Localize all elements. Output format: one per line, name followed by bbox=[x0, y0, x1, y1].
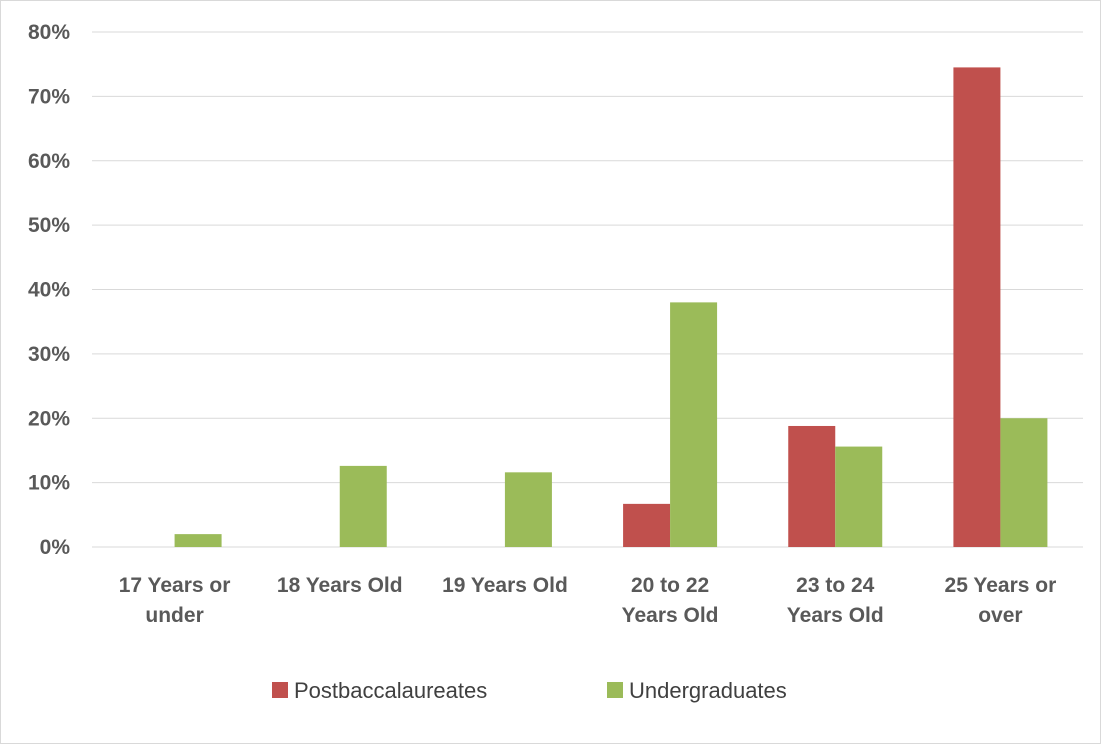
gridlines bbox=[92, 31, 1083, 548]
x-tick-label: 19 Years Old bbox=[442, 574, 568, 597]
y-tick-label: 50% bbox=[28, 214, 70, 237]
bar bbox=[1000, 418, 1048, 547]
x-tick-label: 17 Years or under bbox=[119, 574, 231, 627]
y-tick-label: 0% bbox=[40, 536, 71, 559]
x-tick-label: 23 to 24 Years Old bbox=[787, 574, 884, 627]
bar bbox=[339, 465, 387, 547]
legend-label: Undergraduates bbox=[629, 678, 787, 703]
bar bbox=[504, 472, 552, 547]
x-axis-ticks: 17 Years or under 18 Years Old 19 Years Old… bbox=[119, 574, 1057, 627]
bar bbox=[174, 534, 222, 547]
x-tick-label: 20 to 22 Years Old bbox=[622, 574, 719, 627]
y-tick-label: 40% bbox=[28, 279, 70, 302]
bar bbox=[623, 503, 671, 547]
legend: Postbaccalaureates Undergraduates bbox=[272, 678, 787, 703]
legend-label: Postbaccalaureates bbox=[294, 678, 487, 703]
x-tick-label: 25 Years or over bbox=[945, 574, 1057, 627]
x-tick-label: 18 Years Old bbox=[277, 574, 403, 597]
y-tick-label: 10% bbox=[28, 472, 70, 495]
bar bbox=[835, 446, 883, 547]
y-axis-ticks: 0% 10% 20% 30% 40% 50% 60% 70% 80% bbox=[28, 21, 70, 559]
bar bbox=[670, 302, 718, 547]
y-tick-label: 80% bbox=[28, 21, 70, 44]
bars bbox=[174, 67, 1048, 547]
y-tick-label: 70% bbox=[28, 85, 70, 108]
legend-swatch bbox=[607, 682, 623, 698]
y-tick-label: 60% bbox=[28, 150, 70, 173]
y-tick-label: 30% bbox=[28, 343, 70, 366]
bar bbox=[953, 67, 1001, 547]
y-tick-label: 20% bbox=[28, 407, 70, 430]
legend-swatch bbox=[272, 682, 288, 698]
bar bbox=[788, 425, 836, 547]
